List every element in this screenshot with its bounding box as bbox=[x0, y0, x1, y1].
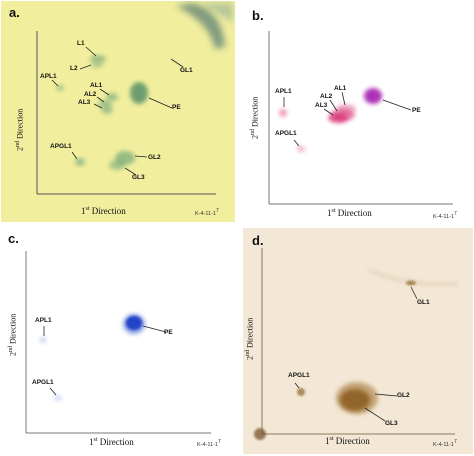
label-pe: PE bbox=[172, 104, 181, 111]
spot-apgl1 bbox=[297, 388, 305, 396]
label-gl1: GL1 bbox=[417, 299, 430, 306]
panel-d-plate bbox=[254, 248, 459, 440]
label-al2: AL2 bbox=[320, 93, 333, 100]
y-direction-label: 2nd Direction bbox=[245, 317, 255, 360]
spot-al3 bbox=[328, 113, 348, 123]
spot-apgl1 bbox=[75, 158, 85, 166]
label-al1: AL1 bbox=[90, 82, 103, 89]
panel-c: c. APL1 PE APGL1 1st Direction 2nd Direc… bbox=[1, 228, 235, 454]
label-al3: AL3 bbox=[315, 102, 328, 109]
panel-d: d. GL1 APGL1 GL2 GL3 1st Direction 2nd D… bbox=[243, 228, 473, 454]
label-gl2: GL2 bbox=[397, 392, 410, 399]
panel-label: d. bbox=[252, 233, 264, 248]
spot-l1 bbox=[90, 55, 106, 63]
label-al1: AL1 bbox=[334, 85, 347, 92]
spot-apgl1 bbox=[54, 395, 62, 401]
label-pe: PE bbox=[412, 107, 421, 114]
label-gl3: GL3 bbox=[385, 420, 398, 427]
spot-apl1 bbox=[40, 337, 46, 343]
spot-pe bbox=[364, 88, 382, 104]
panel-c-plate bbox=[25, 251, 211, 434]
label-gl3: GL3 bbox=[132, 174, 145, 181]
x-direction-label: 1st Direction bbox=[81, 206, 126, 216]
spot-pe bbox=[126, 316, 142, 330]
y-direction-label: 2nd Direction bbox=[250, 96, 260, 139]
spot-al2 bbox=[98, 100, 112, 108]
panel-label: a. bbox=[9, 5, 20, 20]
spot-gl1 bbox=[406, 280, 416, 286]
spot-origin bbox=[254, 428, 266, 440]
spot-gl3 bbox=[109, 160, 125, 170]
label-gl2: GL2 bbox=[148, 154, 161, 161]
plate-code: K-4-11-17 bbox=[433, 211, 457, 220]
label-apl1: APL1 bbox=[275, 88, 292, 95]
y-direction-label: 2nd Direction bbox=[8, 313, 18, 356]
spot-gl2 bbox=[340, 389, 370, 411]
label-apl1: APL1 bbox=[40, 73, 57, 80]
panel-b: b. APL1 AL1 AL2 AL3 PE APGL1 1st Directi… bbox=[243, 1, 473, 222]
plate-code: K-4-11-17 bbox=[197, 439, 221, 448]
plate-code: K-4-11-17 bbox=[195, 208, 219, 217]
plate-code: K-4-11-17 bbox=[433, 439, 457, 448]
spot-pe bbox=[130, 82, 148, 104]
spot-al3 bbox=[101, 106, 113, 114]
label-pe: PE bbox=[164, 329, 173, 336]
label-gl1: GL1 bbox=[180, 67, 193, 74]
x-direction-label: 1st Direction bbox=[325, 436, 370, 446]
spot-l2 bbox=[91, 62, 103, 68]
spot-apl1 bbox=[56, 85, 64, 91]
panel-label: c. bbox=[8, 231, 19, 246]
panel-a-plate bbox=[36, 3, 233, 195]
label-l2: L2 bbox=[70, 65, 78, 72]
label-apgl1: APGL1 bbox=[288, 372, 310, 379]
label-apgl1: APGL1 bbox=[275, 130, 297, 137]
label-l1: L1 bbox=[77, 40, 85, 47]
label-al3: AL3 bbox=[78, 99, 91, 106]
panel-label: b. bbox=[252, 8, 264, 23]
panel-b-plate bbox=[268, 31, 453, 205]
spot-apl1 bbox=[279, 109, 287, 117]
panel-a: a. L1 L2 APL1 GL1 AL1 AL2 AL3 PE APGL1 G… bbox=[1, 1, 235, 222]
spot-apgl1 bbox=[297, 146, 305, 152]
x-direction-label: 1st Direction bbox=[89, 437, 134, 447]
label-apgl1: APGL1 bbox=[32, 379, 54, 386]
label-apl1: APL1 bbox=[35, 317, 52, 324]
label-al2: AL2 bbox=[84, 91, 97, 98]
y-direction-label: 2nd Direction bbox=[15, 108, 25, 151]
label-apgl1: APGL1 bbox=[50, 143, 72, 150]
x-direction-label: 1st Direction bbox=[327, 208, 372, 218]
